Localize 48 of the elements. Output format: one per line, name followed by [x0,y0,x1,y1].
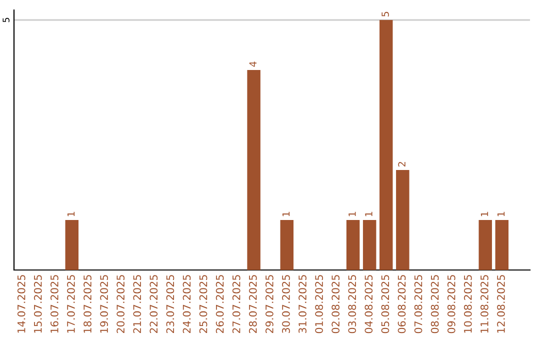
x-tick-label: 25.07.2025 [199,275,208,334]
x-tick-label: 15.07.2025 [34,275,42,333]
x-tick-label: 23.07.2025 [166,275,174,334]
data-label: 5 [382,12,389,16]
x-tick-label: 17.07.2025 [67,275,75,333]
x-tick-label: 24.07.2025 [182,275,191,334]
data-label: 1 [365,212,372,216]
x-tick-label: 08.08.2025 [430,275,439,334]
x-tick-label: 19.07.2025 [100,275,108,333]
x-tick-label: 02.08.2025 [332,275,340,334]
x-tick-label: 07.08.2025 [414,275,422,334]
bar [495,220,508,270]
x-tick-label: 03.08.2025 [348,275,356,334]
data-label: 1 [67,212,75,216]
bar [478,220,492,270]
x-tick-label: 12.08.2025 [497,275,505,333]
x-tick-label: 30.07.2025 [282,275,290,334]
bar [362,220,376,270]
data-label: 2 [398,162,406,167]
x-tick-label: 04.08.2025 [364,275,373,334]
bar [396,170,410,270]
data-label: 4 [249,62,256,67]
x-tick-label: 01.08.2025 [315,275,323,334]
x-tick-label: 22.07.2025 [150,275,158,334]
data-label: 1 [282,212,290,216]
x-tick-label: 10.08.2025 [464,275,472,333]
bar [247,70,260,270]
x-tick-label: 14.07.2025 [17,275,26,333]
bar [280,220,294,270]
x-tick-label: 26.07.2025 [216,275,224,334]
data-label: 1 [480,212,488,216]
data-label: 1 [497,212,505,216]
x-tick-label: 16.07.2025 [50,275,58,333]
bar [65,220,78,270]
x-tick-label: 31.07.2025 [298,275,306,334]
bar [346,220,360,270]
x-tick-label: 18.07.2025 [84,275,92,333]
x-tick-label: 11.08.2025 [480,275,488,333]
x-tick-label: 06.08.2025 [398,275,406,334]
x-tick-label: 09.08.2025 [447,275,456,334]
bar [380,20,393,270]
x-tick-label: 27.07.2025 [232,275,240,334]
x-tick-label: 28.07.2025 [248,275,257,334]
x-tick-label: 05.08.2025 [381,275,390,334]
x-tick-label: 29.07.2025 [265,275,274,334]
x-tick-label: 20.07.2025 [116,275,125,334]
data-label: 1 [348,212,356,216]
x-tick-label: 21.07.2025 [133,275,142,334]
